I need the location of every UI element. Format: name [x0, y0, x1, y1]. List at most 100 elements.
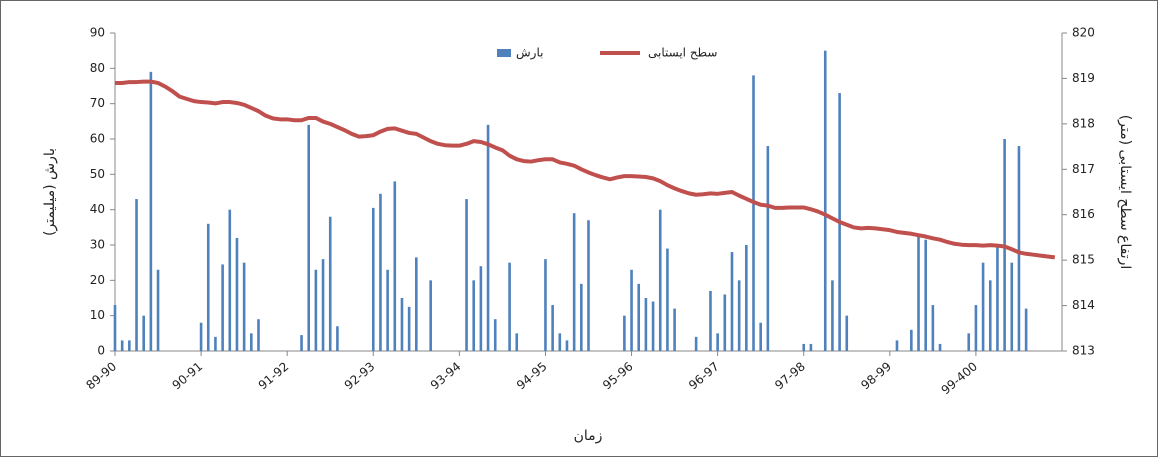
bar [128, 340, 131, 351]
bar [673, 308, 676, 351]
bar [314, 269, 318, 351]
bar [658, 209, 662, 351]
bar [407, 306, 411, 351]
bar [221, 264, 224, 351]
y2-tick-label: 814 [1072, 298, 1095, 312]
bar [644, 298, 648, 351]
bar [752, 75, 755, 352]
legend-swatch [497, 49, 511, 57]
bar [809, 343, 813, 351]
bar [709, 290, 712, 351]
bar [974, 305, 978, 351]
bar [651, 301, 655, 351]
y-tick-label: 0 [97, 344, 105, 358]
bar [745, 245, 748, 351]
bar [214, 336, 217, 351]
legend-label: سطح ایستابی [648, 46, 717, 60]
bar [242, 262, 246, 351]
bar [938, 343, 942, 351]
bar [637, 283, 641, 351]
bar [321, 259, 325, 351]
bar [250, 333, 253, 351]
y2-tick-label: 817 [1072, 162, 1095, 176]
bar [694, 336, 698, 351]
bar [730, 252, 734, 351]
bar [551, 305, 554, 351]
bar [716, 333, 719, 351]
y-tick-label: 80 [90, 61, 105, 75]
bar [587, 220, 590, 351]
bar [759, 322, 762, 351]
bar [572, 213, 576, 351]
bar [486, 124, 490, 351]
y-tick-label: 20 [90, 273, 105, 287]
y2-axis-title: ارتفاع سطح ایستابی (متر) [1117, 115, 1133, 270]
y-axis-title: بارش (میلیمتر) [42, 148, 58, 236]
bar [300, 335, 303, 351]
bar [515, 333, 519, 351]
bar [472, 280, 476, 351]
y-tick-label: 60 [90, 132, 105, 146]
bar [206, 223, 210, 351]
y-tick-label: 90 [90, 26, 105, 40]
bar [565, 340, 569, 351]
bar [393, 181, 397, 351]
bar [723, 294, 727, 351]
bar [386, 269, 389, 351]
bar [199, 322, 203, 351]
bar [228, 209, 232, 351]
bar [135, 199, 138, 351]
bar [149, 71, 153, 351]
bar [1017, 146, 1021, 351]
bar [113, 305, 117, 351]
bar [379, 193, 382, 351]
bar [257, 319, 260, 351]
bar [988, 280, 992, 351]
y2-tick-label: 815 [1072, 253, 1095, 267]
bar [142, 315, 145, 351]
y-tick-label: 30 [90, 238, 105, 252]
bar [156, 269, 160, 351]
bar [623, 315, 626, 351]
bar [328, 216, 332, 351]
bar [802, 343, 806, 351]
bar [1024, 308, 1028, 351]
bar [895, 340, 899, 351]
bar [766, 146, 770, 351]
bar [1010, 262, 1014, 351]
bar [307, 124, 311, 351]
bar [910, 329, 913, 351]
y-tick-label: 70 [90, 96, 105, 110]
bar [415, 257, 418, 351]
y-tick-label: 10 [90, 308, 105, 322]
bar [845, 315, 849, 351]
bar [967, 333, 971, 351]
bar [120, 340, 124, 351]
legend-label: بارش [516, 46, 543, 61]
bar [508, 262, 511, 351]
y-tick-label: 50 [90, 167, 105, 181]
bar [737, 280, 741, 351]
bar [400, 298, 404, 351]
bar [917, 234, 920, 351]
bar [235, 237, 239, 351]
bar [666, 248, 669, 351]
x-axis-title: زمان [574, 428, 603, 444]
y2-tick-label: 813 [1072, 344, 1095, 358]
y2-tick-label: 816 [1072, 207, 1095, 221]
bar [544, 259, 547, 351]
bar [924, 239, 927, 351]
bar [996, 245, 999, 351]
bar [931, 305, 935, 351]
y-tick-label: 40 [90, 202, 105, 216]
bar [371, 207, 375, 351]
bar [981, 262, 985, 351]
bar [336, 326, 339, 351]
bar [630, 269, 633, 351]
y2-tick-label: 818 [1072, 116, 1095, 130]
bar [558, 333, 562, 351]
y2-tick-label: 820 [1072, 26, 1095, 40]
bar [465, 199, 468, 351]
